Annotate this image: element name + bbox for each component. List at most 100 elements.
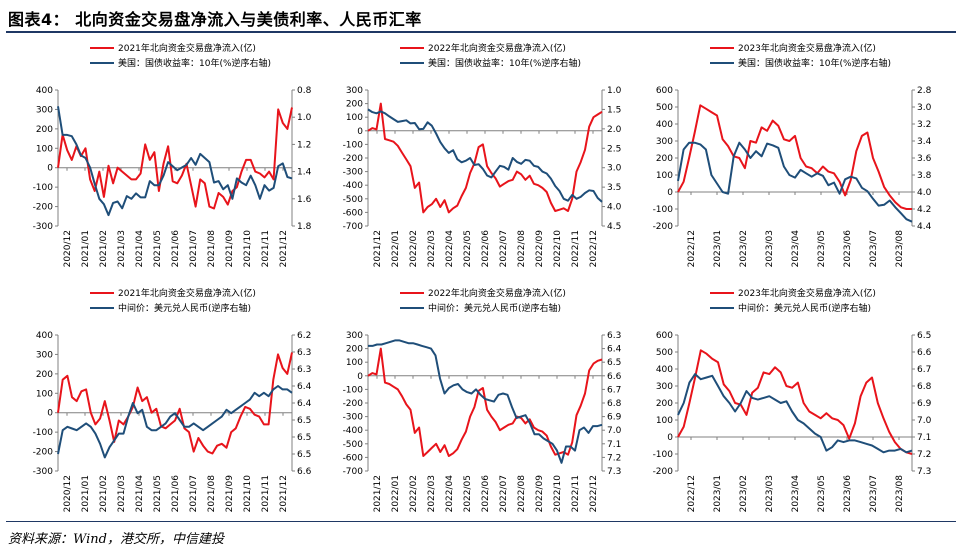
left-tick-label: 600 (656, 86, 673, 96)
right-tick-label: 6.7 (607, 385, 621, 395)
left-tick-label: 400 (36, 331, 53, 341)
series-northbound-flow (367, 347, 603, 457)
right-tick-label: 2.0 (607, 125, 622, 135)
x-tick-label: 2022/09 (535, 475, 545, 513)
x-tick-label: 2021/03 (117, 230, 127, 267)
x-tick-label: 2023/06 (843, 230, 853, 268)
left-tick-label: 200 (656, 154, 673, 164)
x-tick-label: 2023/05 (817, 230, 827, 267)
left-tick-label: 100 (346, 113, 363, 123)
right-tick-label: 1.4 (297, 168, 312, 178)
right-tick-label: 6.3 (297, 348, 311, 358)
x-tick-label: 2023/08 (895, 230, 905, 268)
x-tick-label: 2021/07 (189, 230, 199, 267)
series-northbound-flow (57, 107, 293, 210)
right-tick-label: 6.7 (917, 365, 931, 375)
source-note: 资料来源：Wind，港交所，中信建投 (8, 532, 224, 547)
left-tick-label: 200 (346, 345, 363, 355)
right-tick-label: 6.9 (917, 399, 932, 409)
right-tick-label: 4.5 (607, 222, 621, 232)
right-tick-label: 6.2 (297, 331, 311, 341)
x-tick-label: 2021/12 (373, 475, 383, 512)
left-tick-label: 200 (656, 399, 673, 409)
right-tick-label: 1.2 (297, 140, 311, 150)
series-northbound-flow (57, 352, 293, 455)
right-tick-label: 6.8 (607, 399, 622, 409)
right-tick-label: 6.6 (297, 467, 312, 477)
legend-label-0: 2023年北向资金交易盘净流入(亿) (738, 287, 876, 299)
x-tick-label: 2022/08 (517, 230, 527, 268)
right-tick-label: 6.4 (607, 345, 622, 355)
x-tick-label: 2022/02 (409, 230, 419, 267)
left-tick-label: 0 (357, 127, 363, 137)
x-tick-label: 2023/04 (791, 475, 801, 513)
x-tick-label: 2022/06 (481, 475, 491, 513)
title-rule (6, 31, 956, 33)
x-tick-label: 2022/05 (463, 230, 473, 267)
x-tick-label: 2021/12 (279, 475, 289, 512)
x-tick-label: 2020/12 (63, 475, 73, 512)
left-tick-label: 100 (656, 171, 673, 181)
legend-label-0: 2021年北向资金交易盘净流入(亿) (118, 287, 256, 299)
left-tick-label: -600 (343, 453, 364, 463)
left-tick-label: -100 (343, 140, 364, 150)
right-tick-label: 6.6 (917, 348, 932, 358)
left-tick-label: 400 (656, 120, 673, 130)
left-tick-label: 0 (357, 372, 363, 382)
right-tick-label: 7.2 (607, 453, 621, 463)
legend-label-0: 2022年北向资金交易盘净流入(亿) (428, 42, 566, 54)
x-tick-label: 2020/12 (63, 230, 73, 267)
right-tick-label: 6.5 (297, 450, 311, 460)
right-tick-label: 6.8 (917, 382, 932, 392)
right-tick-label: 7.3 (917, 467, 931, 477)
x-tick-label: 2021/04 (135, 230, 145, 268)
left-tick-label: -400 (343, 426, 364, 436)
left-tick-label: -500 (343, 195, 364, 205)
right-tick-label: 4.4 (917, 222, 932, 232)
right-tick-label: 1.5 (607, 105, 621, 115)
right-tick-label: 1.6 (297, 195, 312, 205)
left-tick-label: -200 (33, 203, 54, 213)
x-tick-label: 2021/04 (135, 475, 145, 513)
legend-label-0: 2023年北向资金交易盘净流入(亿) (738, 42, 876, 54)
x-tick-label: 2021/10 (243, 230, 253, 268)
left-tick-label: 400 (656, 365, 673, 375)
x-tick-label: 2022/02 (409, 475, 419, 512)
x-tick-label: 2021/03 (117, 475, 127, 512)
x-tick-label: 2023/01 (713, 230, 723, 267)
x-tick-label: 2021/06 (171, 475, 181, 513)
right-tick-label: 3.4 (917, 137, 932, 147)
legend-label-1: 中间价：美元兑人民币(逆序右轴) (118, 302, 251, 314)
left-tick-label: 300 (346, 86, 363, 96)
x-tick-label: 2021/12 (373, 230, 383, 267)
left-tick-label: -100 (33, 183, 54, 193)
right-tick-label: 7.0 (917, 416, 932, 426)
x-tick-label: 2023/08 (895, 475, 905, 513)
x-tick-label: 2023/02 (739, 475, 749, 512)
right-tick-label: 2.5 (607, 144, 621, 154)
left-tick-label: -100 (653, 450, 674, 460)
chart-cny-2023: 2023年北向资金交易盘净流入(亿) 中间价：美元兑人民币(逆序右轴) -200 -1… (653, 287, 932, 513)
x-tick-label: 2021/01 (81, 475, 91, 512)
x-tick-label: 2023/07 (869, 230, 879, 267)
x-tick-label: 2022/09 (535, 230, 545, 268)
left-tick-label: 600 (656, 331, 673, 341)
left-tick-label: 0 (667, 188, 673, 198)
x-tick-label: 2021/09 (225, 230, 235, 268)
x-tick-label: 2021/02 (99, 230, 109, 267)
x-tick-label: 2021/02 (99, 475, 109, 512)
x-tick-label: 2023/02 (739, 230, 749, 267)
left-tick-label: 500 (656, 348, 673, 358)
left-tick-label: -300 (33, 222, 54, 232)
right-tick-label: 6.5 (607, 358, 621, 368)
legend-label-1: 美国：国债收益率：10年(%逆序右轴) (428, 57, 581, 69)
left-tick-label: -100 (33, 428, 54, 438)
x-tick-label: 2021/08 (207, 475, 217, 513)
left-tick-label: 300 (36, 350, 53, 360)
right-tick-label: 7.1 (917, 433, 931, 443)
x-tick-label: 2022/06 (481, 230, 491, 268)
x-tick-label: 2023/03 (765, 230, 775, 267)
x-tick-label: 2022/03 (427, 475, 437, 512)
x-tick-label: 2021/07 (189, 475, 199, 512)
left-tick-label: 300 (656, 137, 673, 147)
